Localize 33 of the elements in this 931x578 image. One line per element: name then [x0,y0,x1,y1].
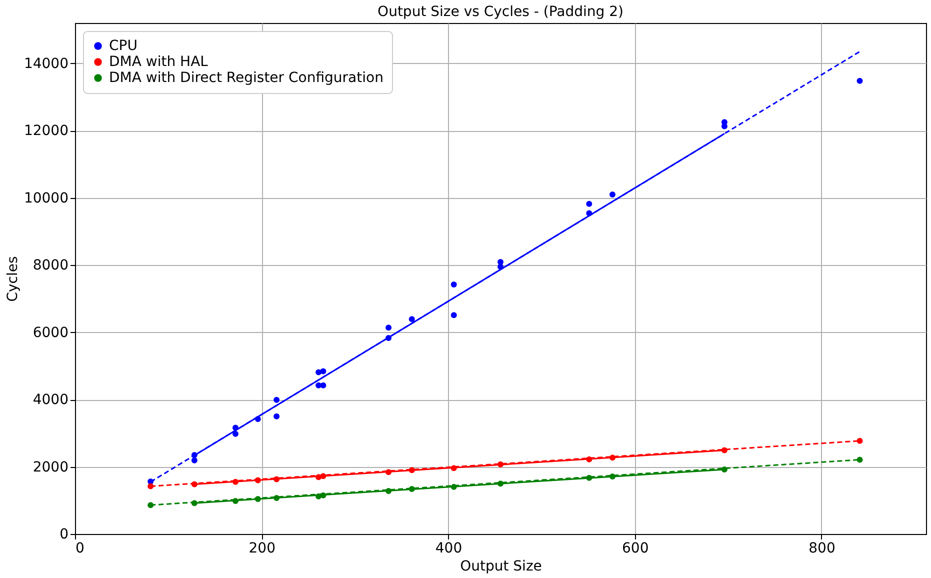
y-axis-title: Cycles [4,256,21,302]
y-tick-label: 4000 [32,392,68,408]
point [408,316,415,322]
point [450,282,457,288]
point [274,413,280,420]
legend-label: DMA with HAL [109,54,208,70]
x-tick-label: 0 [76,540,84,556]
point [386,324,392,331]
point [232,430,238,437]
point [856,78,863,84]
x-tick-label: 200 [248,540,276,556]
point [586,200,592,207]
y-tick-label: 0 [60,526,68,542]
y-tick-label: 14000 [24,56,68,72]
y-tick-label: 12000 [24,123,68,140]
legend-label: CPU [109,38,138,54]
point [609,191,616,198]
y-tick-label: 2000 [32,459,68,476]
point [191,457,198,464]
y-tick-label: 8000 [32,258,68,274]
point [856,456,863,463]
chart-title: Output Size vs Cycles - (Padding 2) [378,4,624,20]
point [320,368,326,374]
y-tick-label: 10000 [24,190,68,206]
x-tick-label: 800 [808,540,836,556]
x-axis-title: Output Size [460,558,542,574]
point [450,312,457,318]
point [320,382,326,388]
x-tick-label: 400 [435,540,462,556]
y-tick-label: 6000 [32,324,68,341]
x-tick-label: 600 [622,540,649,556]
point [274,396,280,403]
legend-label: DMA with Direct Register Configuration [109,70,384,86]
